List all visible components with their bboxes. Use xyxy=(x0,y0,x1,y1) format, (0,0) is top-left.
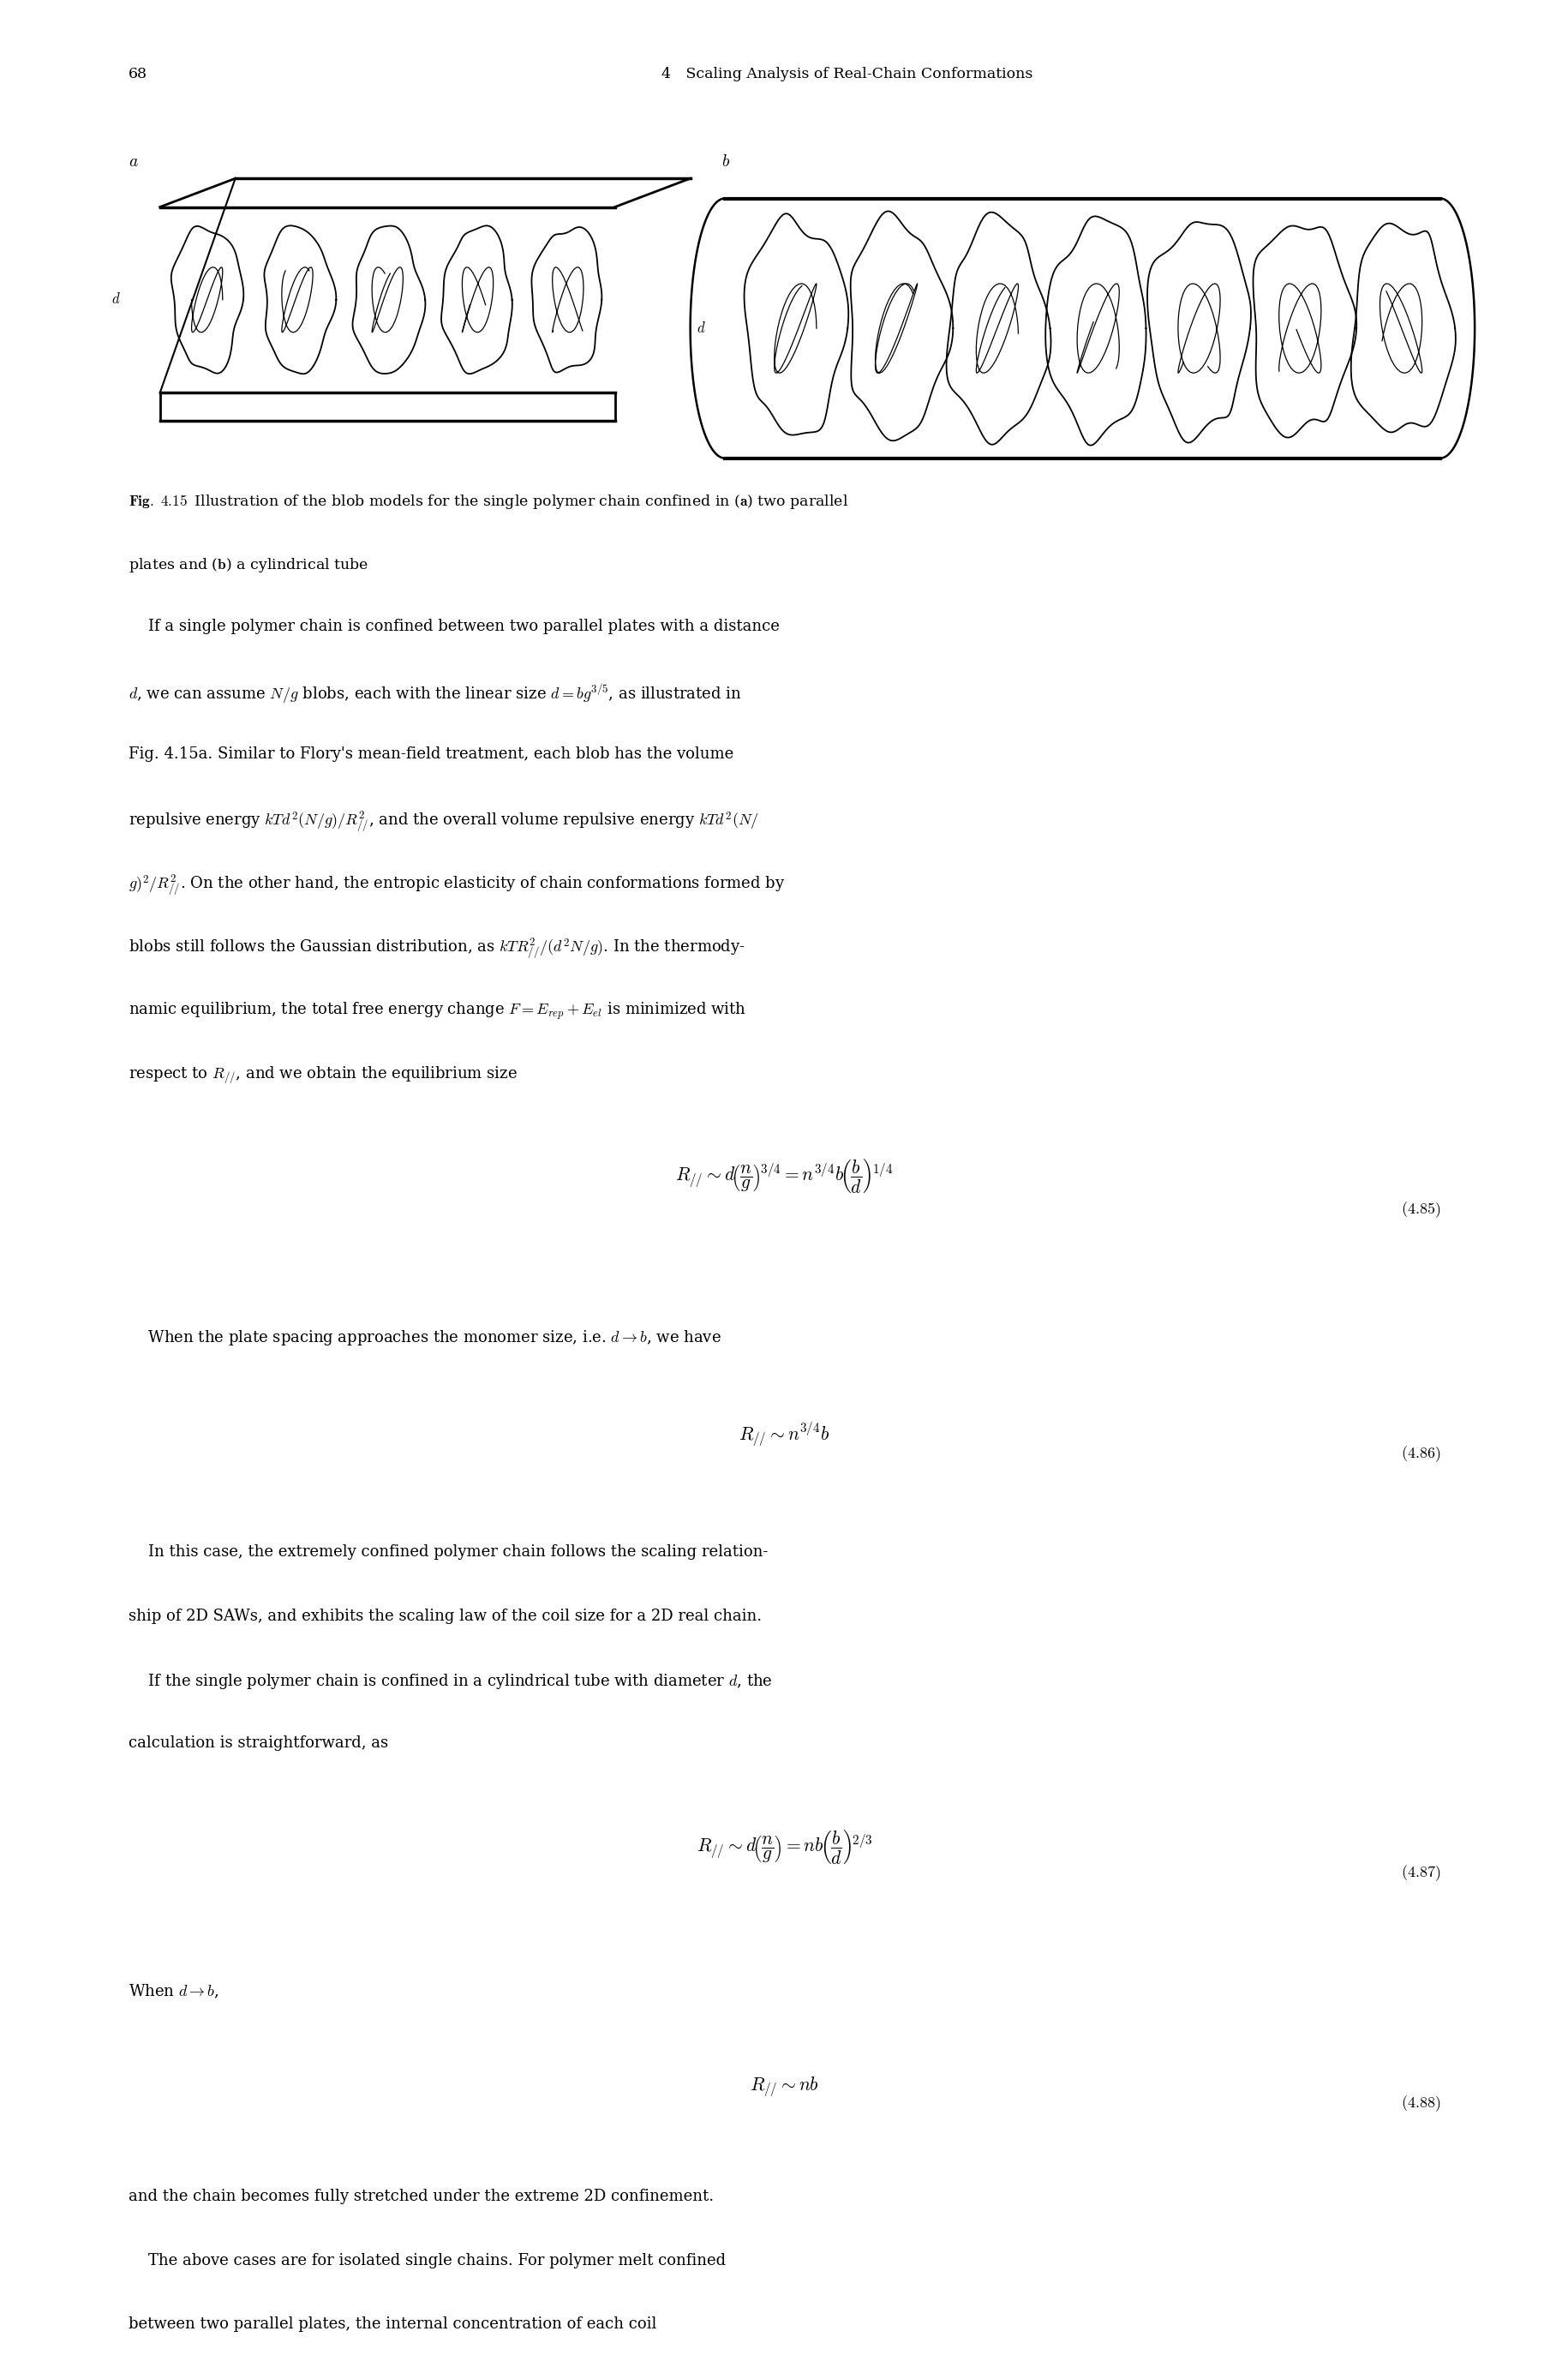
Text: $\mathit{d}$: $\mathit{d}$ xyxy=(111,293,121,307)
Text: $(4.85)$: $(4.85)$ xyxy=(1400,1199,1439,1220)
Text: ship of 2D SAWs, and exhibits the scaling law of the coil size for a 2D real cha: ship of 2D SAWs, and exhibits the scalin… xyxy=(129,1608,762,1622)
Text: $\mathbf{Fig.\ 4.15}$$\;\;$Illustration of the blob models for the single polyme: $\mathbf{Fig.\ 4.15}$$\;\;$Illustration … xyxy=(129,492,848,511)
Text: $R_{//} \sim d\!\left(\dfrac{n}{g}\right) = nb\!\left(\dfrac{b}{d}\right)^{\!2/3: $R_{//} \sim d\!\left(\dfrac{n}{g}\right… xyxy=(696,1827,872,1865)
Text: $\mathit{a}$: $\mathit{a}$ xyxy=(129,155,138,169)
Text: $\mathit{d}$: $\mathit{d}$ xyxy=(696,321,706,335)
Text: repulsive energy $kTd^{2}(N/g)/R_{//}^{2}$, and the overall volume repulsive ene: repulsive energy $kTd^{2}(N/g)/R_{//}^{2… xyxy=(129,809,759,833)
Text: 68: 68 xyxy=(129,67,147,81)
Text: $R_{//} \sim n^{3/4}b$: $R_{//} \sim n^{3/4}b$ xyxy=(739,1420,829,1449)
Text: $\mathit{b}$: $\mathit{b}$ xyxy=(721,155,731,169)
Text: and the chain becomes fully stretched under the extreme 2D confinement.: and the chain becomes fully stretched un… xyxy=(129,2189,713,2205)
Text: $(4.86)$: $(4.86)$ xyxy=(1400,1444,1439,1463)
Text: namic equilibrium, the total free energy change $F = E_{rep} + E_{el}$ is minimi: namic equilibrium, the total free energy… xyxy=(129,1002,746,1023)
Text: Fig. 4.15a. Similar to Flory's mean-field treatment, each blob has the volume: Fig. 4.15a. Similar to Flory's mean-fiel… xyxy=(129,747,734,761)
Text: $(4.88)$: $(4.88)$ xyxy=(1400,2094,1439,2113)
Text: $R_{//} \sim nb$: $R_{//} \sim nb$ xyxy=(750,2074,818,2098)
Text: $R_{//} \sim d\!\left(\dfrac{n}{g}\right)^{\!3/4} = n^{3/4}b\!\left(\dfrac{b}{d}: $R_{//} \sim d\!\left(\dfrac{n}{g}\right… xyxy=(676,1156,892,1194)
Text: When $d \rightarrow b$,: When $d \rightarrow b$, xyxy=(129,1982,220,2001)
Text: plates and ($\mathbf{b}$) a cylindrical tube: plates and ($\mathbf{b}$) a cylindrical … xyxy=(129,557,368,573)
Text: calculation is straightforward, as: calculation is straightforward, as xyxy=(129,1737,389,1751)
Text: between two parallel plates, the internal concentration of each coil: between two parallel plates, the interna… xyxy=(129,2317,657,2331)
Text: $g)^{2}/R_{//}^{2}$. On the other hand, the entropic elasticity of chain conform: $g)^{2}/R_{//}^{2}$. On the other hand, … xyxy=(129,873,786,897)
Text: respect to $R_{//}$, and we obtain the equilibrium size: respect to $R_{//}$, and we obtain the e… xyxy=(129,1066,517,1085)
Text: 4 Scaling Analysis of Real-Chain Conformations: 4 Scaling Analysis of Real-Chain Conform… xyxy=(662,67,1032,81)
Text: $(4.87)$: $(4.87)$ xyxy=(1400,1863,1439,1884)
Text: The above cases are for isolated single chains. For polymer melt confined: The above cases are for isolated single … xyxy=(129,2253,726,2267)
Text: When the plate spacing approaches the monomer size, i.e. $d \rightarrow b$, we h: When the plate spacing approaches the mo… xyxy=(129,1327,721,1347)
Text: If the single polymer chain is confined in a cylindrical tube with diameter $d$,: If the single polymer chain is confined … xyxy=(129,1672,771,1691)
Text: If a single polymer chain is confined between two parallel plates with a distanc: If a single polymer chain is confined be… xyxy=(129,619,779,633)
Text: In this case, the extremely confined polymer chain follows the scaling relation-: In this case, the extremely confined pol… xyxy=(129,1544,768,1561)
Text: blobs still follows the Gaussian distribution, as $kTR_{//}^{2}/(d^{2}N/g)$. In : blobs still follows the Gaussian distrib… xyxy=(129,937,745,961)
Text: $d$, we can assume $N/g$ blobs, each with the linear size $d = bg^{3/5}$, as ill: $d$, we can assume $N/g$ blobs, each wit… xyxy=(129,683,742,707)
